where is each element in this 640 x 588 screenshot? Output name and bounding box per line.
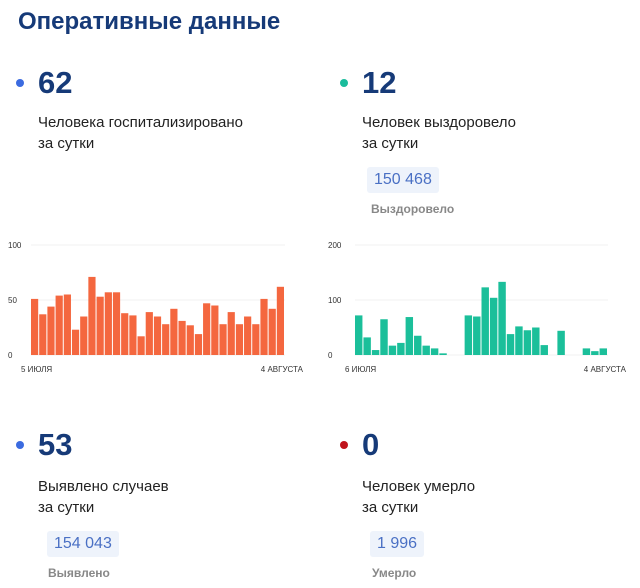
deaths-total-label: Умерло	[372, 566, 417, 580]
bar	[599, 348, 607, 355]
bar	[515, 326, 523, 355]
bar	[405, 317, 414, 355]
bar	[523, 330, 532, 355]
bar	[532, 327, 540, 355]
bar	[129, 315, 137, 355]
bar	[178, 320, 186, 355]
bar	[121, 313, 129, 355]
bar	[80, 316, 88, 355]
hospitalized-label: Человека госпитализировано за сутки	[38, 114, 244, 152]
bar	[244, 316, 252, 355]
bar	[473, 316, 481, 355]
bar	[63, 294, 71, 355]
y-tick-label: 100	[8, 241, 22, 250]
bar	[186, 325, 194, 355]
bar	[219, 324, 227, 355]
bar	[498, 281, 506, 355]
bar	[211, 305, 219, 355]
y-tick-label: 200	[328, 241, 342, 250]
bar	[252, 324, 260, 355]
cases-label: Выявлено случаев за сутки	[38, 478, 169, 516]
recovered-chart: 0 100 200 6 ИЮЛЯ 4 АВГУСТА	[328, 241, 627, 374]
bar	[439, 353, 447, 355]
bar	[47, 306, 55, 355]
y-tick-label: 0	[8, 351, 13, 360]
cases-count: 53	[38, 427, 73, 462]
bar	[464, 315, 473, 355]
x-end-label: 4 АВГУСТА	[261, 365, 304, 374]
bar	[397, 342, 405, 355]
cases-dot-icon	[16, 441, 24, 449]
bar	[153, 316, 162, 355]
recovered-dot-icon	[340, 79, 348, 87]
bar	[268, 308, 276, 355]
bar	[388, 345, 397, 355]
bar	[137, 336, 145, 355]
x-start-label: 5 ИЮЛЯ	[21, 365, 52, 374]
bar	[170, 308, 178, 355]
hospitalized-dot-icon	[16, 79, 24, 87]
bar	[104, 292, 112, 355]
bar	[540, 345, 548, 355]
bar	[88, 276, 96, 355]
bar	[96, 296, 104, 355]
bar	[380, 319, 388, 355]
recovered-total-label: Выздоровело	[371, 202, 455, 216]
y-tick-label: 50	[8, 296, 17, 305]
bar	[260, 298, 268, 355]
page-title: Оперативные данные	[18, 8, 281, 35]
cases-total-label: Выявлено	[48, 566, 110, 580]
x-start-label: 6 ИЮЛЯ	[345, 365, 376, 374]
bar	[227, 312, 235, 355]
y-tick-label: 100	[328, 296, 342, 305]
bar	[276, 286, 284, 355]
recovered-count: 12	[362, 65, 397, 100]
bar	[414, 335, 422, 355]
bar	[235, 324, 244, 355]
bar	[363, 337, 371, 355]
bar	[371, 350, 380, 355]
bar	[39, 314, 47, 355]
x-end-label: 4 АВГУСТА	[584, 365, 627, 374]
bar	[55, 295, 63, 355]
bar	[203, 303, 211, 355]
bar	[557, 330, 565, 355]
deaths-label: Человек умерло за сутки	[362, 478, 476, 516]
bar	[355, 315, 363, 355]
bar	[489, 297, 498, 355]
bar	[591, 351, 599, 355]
recovered-label: Человек выздоровело за сутки	[362, 114, 516, 152]
bar	[112, 292, 121, 355]
y-tick-label: 0	[328, 351, 333, 360]
bar	[194, 334, 203, 355]
recovered-total: 150 468	[367, 167, 439, 193]
bar	[31, 298, 39, 355]
deaths-count: 0	[362, 427, 380, 462]
bar	[582, 348, 591, 355]
bar	[430, 348, 439, 355]
hospitalized-chart: 0 50 100 5 ИЮЛЯ 4 АВГУСТА	[8, 241, 304, 374]
bar	[481, 287, 489, 355]
cases-total: 154 043	[47, 531, 119, 557]
bar	[422, 345, 430, 355]
deaths-total: 1 996	[370, 531, 425, 557]
hospitalized-count: 62	[38, 65, 73, 100]
bar	[162, 324, 170, 355]
bar	[71, 329, 80, 355]
bar	[506, 334, 515, 355]
deaths-dot-icon	[340, 441, 348, 449]
bar	[145, 312, 153, 355]
